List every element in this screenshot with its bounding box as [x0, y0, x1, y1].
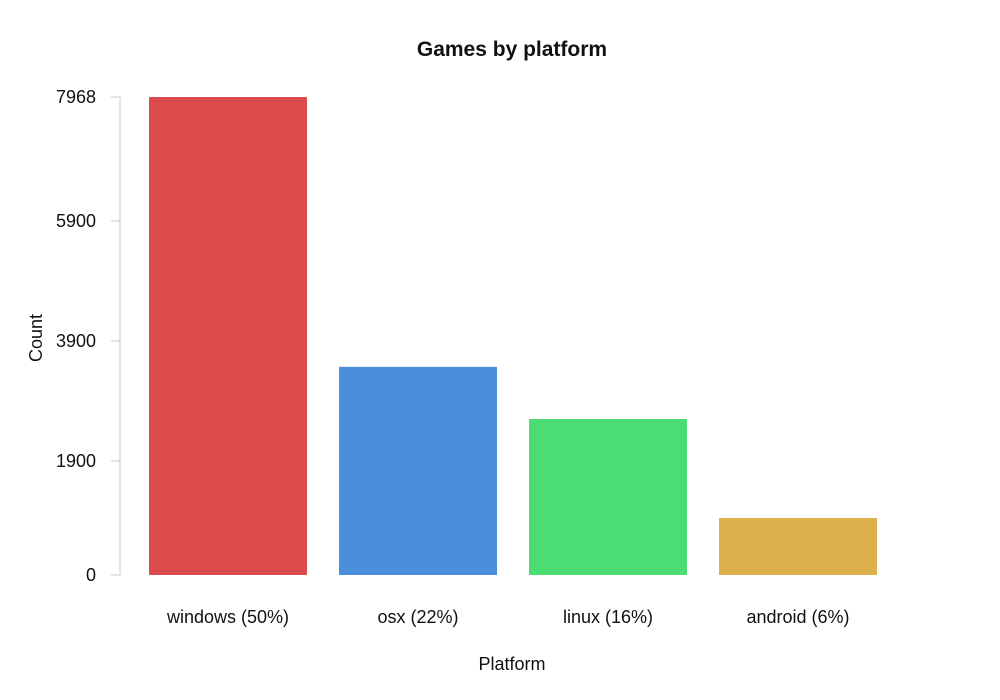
y-axis: 0 1900 3900 5900 7968 — [56, 87, 121, 585]
x-tick-label: android (6%) — [746, 607, 849, 627]
x-axis-label: Platform — [478, 654, 545, 674]
bar — [719, 518, 877, 575]
y-tick-label: 1900 — [56, 451, 96, 471]
chart-title: Games by platform — [417, 38, 607, 61]
x-tick-label: linux (16%) — [563, 607, 653, 627]
bar — [529, 419, 687, 575]
y-tick-label: 3900 — [56, 331, 96, 351]
x-axis-ticks: windows (50%) osx (22%) linux (16%) android… — [166, 607, 850, 627]
x-tick-label: osx (22%) — [377, 607, 458, 627]
bars — [149, 97, 877, 575]
bar — [149, 97, 307, 575]
y-tick-label: 7968 — [56, 87, 96, 107]
bar — [339, 366, 497, 575]
y-axis-label: Count — [26, 314, 46, 362]
y-tick-label: 0 — [86, 565, 96, 585]
x-tick-label: windows (50%) — [166, 607, 289, 627]
y-tick-label: 5900 — [56, 211, 96, 231]
